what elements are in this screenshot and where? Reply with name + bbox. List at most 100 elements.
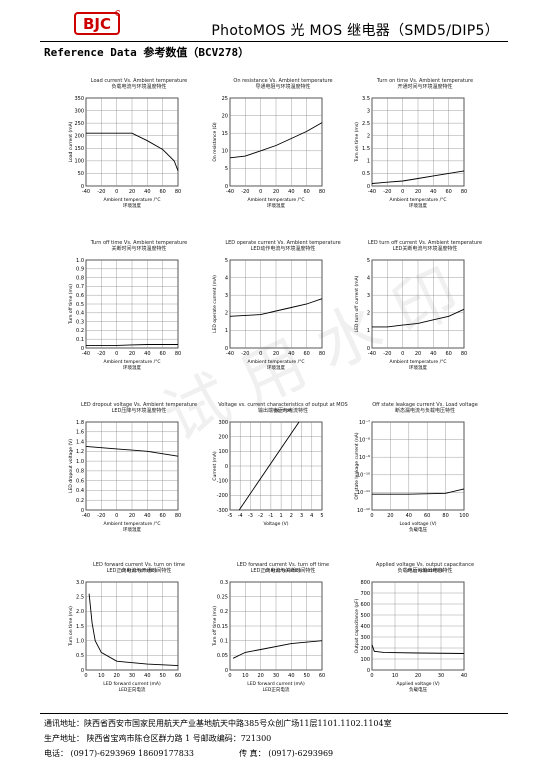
x-tick-label: 60 bbox=[445, 351, 451, 357]
x-tick-label: -40 bbox=[82, 513, 90, 519]
y-axis-label: Off state leakage current (nA) bbox=[354, 432, 360, 499]
y-tick-label: 1.4 bbox=[76, 439, 84, 445]
chart-title: Voltage vs. current characteristics of o… bbox=[218, 402, 348, 414]
y-tick-label: 0.6 bbox=[76, 478, 84, 484]
x-tick-label: -40 bbox=[82, 351, 90, 357]
chart-title: LED turn off current Vs. Ambient tempera… bbox=[367, 240, 483, 246]
x-tick-label: 20 bbox=[415, 673, 421, 679]
logo-text: BJC bbox=[83, 15, 111, 33]
y-tick-label: 0 bbox=[367, 668, 370, 674]
series-line bbox=[229, 298, 323, 317]
x-tick-label: 20 bbox=[129, 351, 135, 357]
y-tick-label: 2 bbox=[367, 311, 370, 317]
x-axis-label: LED forward current (mA) bbox=[103, 681, 161, 687]
y-tick-label: -100 bbox=[217, 478, 228, 484]
x-axis-label-cn: LED正向电流 bbox=[263, 686, 290, 693]
y-tick-label: -300 bbox=[217, 508, 228, 514]
y-tick-label: 10⁻⁹ bbox=[359, 455, 370, 461]
y-axis-label: Load current (mA) bbox=[68, 121, 74, 162]
y-tick-label: 0 bbox=[81, 184, 84, 190]
footer-phone-row: 电话： (0917)-6293969 18609177833 传 真： (091… bbox=[44, 748, 333, 759]
y-tick-label: 600 bbox=[360, 602, 370, 608]
x-tick-label: 0 bbox=[401, 189, 404, 195]
x-axis-label-cn: 环境温度 bbox=[409, 364, 427, 371]
x-tick-label: 60 bbox=[303, 351, 309, 357]
y-tick-label: 1 bbox=[367, 328, 370, 334]
x-tick-label: 50 bbox=[303, 673, 309, 679]
y-tick-label: 0 bbox=[81, 346, 84, 352]
chart-subtitle: LED关断电流与环境温度特性 bbox=[392, 246, 458, 252]
series-line bbox=[229, 122, 323, 159]
x-tick-label: 0 bbox=[259, 351, 262, 357]
x-tick-label: 40 bbox=[144, 189, 150, 195]
y-tick-label: 3 bbox=[225, 293, 228, 299]
x-axis-label-cn: 环境温度 bbox=[123, 202, 141, 209]
x-tick-label: -20 bbox=[97, 513, 105, 519]
section-title: Reference Data 参考数值（BCV278） bbox=[44, 46, 250, 59]
y-tick-label: 0.4 bbox=[76, 311, 84, 317]
chart-plot: 0 10 20 30 400100200300400500600700800Output… bbox=[354, 580, 467, 693]
x-tick-label: 30 bbox=[273, 673, 279, 679]
chart-title: Off state leakage current Vs. Load volta… bbox=[372, 402, 478, 408]
y-tick-label: 0.1 bbox=[220, 638, 228, 644]
series-line bbox=[371, 644, 465, 654]
footer-production-address: 生产地址： 陕西省宝鸡市陈仓区群力路 1 号邮政编码：721300 bbox=[44, 734, 272, 743]
y-tick-label: 250 bbox=[74, 121, 84, 127]
x-axis-label-cn: 环境温度 bbox=[123, 364, 141, 371]
chart-subtitle: 开通时间与环境温度特性 bbox=[397, 84, 453, 90]
y-tick-label: 1.8 bbox=[76, 420, 84, 426]
y-tick-label: 300 bbox=[74, 108, 84, 114]
chart-plot: 0 10 20 30 40 50 60 0 0.5 1.0 1.5 2.0 2.5 3.0 Turn on … bbox=[68, 580, 181, 693]
y-tick-label: 0.2 bbox=[76, 498, 84, 504]
y-tick-label: 1.5 bbox=[362, 146, 370, 152]
x-axis-label-cn: 环境温度 bbox=[409, 202, 427, 209]
x-tick-label: -40 bbox=[368, 351, 376, 357]
chart-title: Turn off time Vs. Ambient temperature bbox=[90, 240, 188, 246]
y-tick-label: 200 bbox=[360, 646, 370, 652]
y-tick-label: 0.3 bbox=[220, 580, 228, 586]
x-tick-label: -40 bbox=[368, 189, 376, 195]
chart-plot: -40 -20 0 20 40 60 80 0 0.5 1 1.5 2 2.5 3 3.5 Turn on t… bbox=[354, 96, 467, 209]
x-tick-label: 20 bbox=[257, 673, 263, 679]
x-axis-label: LED forward current (mA) bbox=[247, 681, 305, 687]
x-axis-label-cn: 负载电压 bbox=[409, 526, 427, 533]
x-tick-label: 20 bbox=[415, 351, 421, 357]
y-tick-label: 300 bbox=[360, 635, 370, 641]
x-tick-label: 40 bbox=[288, 673, 294, 679]
x-tick-label: -20 bbox=[383, 351, 391, 357]
y-tick-label: 3 bbox=[367, 108, 370, 114]
y-tick-label: 0.15 bbox=[217, 624, 228, 630]
x-tick-label: -4 bbox=[238, 513, 243, 519]
x-tick-label: 80 bbox=[442, 513, 448, 519]
phone-number: (0917)-6293969 18609177833 bbox=[70, 749, 195, 758]
y-tick-label: 700 bbox=[360, 591, 370, 597]
chart-subtitle: 负载电压与输出电容特性 bbox=[397, 568, 453, 574]
chart-1: Load current Vs. Ambient temperature 负载电流… bbox=[66, 78, 214, 246]
y-tick-label: 3.5 bbox=[362, 96, 370, 102]
y-axis-label: LED turn off current (mA) bbox=[354, 275, 360, 332]
y-tick-label: 150 bbox=[74, 146, 84, 152]
x-tick-label: 50 bbox=[159, 673, 165, 679]
x-tick-label: 40 bbox=[144, 351, 150, 357]
chart-3: Turn on time Vs. Ambient temperature 开通时间… bbox=[352, 78, 500, 246]
y-tick-label: 10⁻¹² bbox=[357, 508, 370, 514]
x-tick-label: 40 bbox=[430, 189, 436, 195]
series-line bbox=[238, 421, 300, 511]
y-tick-label: 4 bbox=[225, 275, 228, 281]
chart-10: LED forward current Vs. turn on time cha… bbox=[66, 562, 214, 730]
x-axis-label: Ambient temperature /°C bbox=[247, 359, 304, 365]
x-tick-label: -5 bbox=[228, 513, 233, 519]
x-tick-label: 60 bbox=[445, 189, 451, 195]
y-tick-label: 0 bbox=[81, 508, 84, 514]
x-axis-label: Ambient temperature /°C bbox=[389, 359, 446, 365]
y-axis-label: Turn on time (ms) bbox=[68, 606, 74, 647]
x-tick-label: 20 bbox=[129, 513, 135, 519]
x-tick-label: 40 bbox=[144, 513, 150, 519]
y-axis-label: Output capacitance (pF) bbox=[354, 598, 360, 653]
y-tick-label: 0.8 bbox=[76, 469, 84, 475]
y-tick-label: 10⁻¹¹ bbox=[357, 490, 370, 496]
x-tick-label: 0 bbox=[228, 673, 231, 679]
x-axis-label: Ambient temperature /°C bbox=[389, 197, 446, 203]
x-tick-label: 100 bbox=[459, 513, 469, 519]
x-axis-label: Ambient temperature /°C bbox=[103, 359, 160, 365]
